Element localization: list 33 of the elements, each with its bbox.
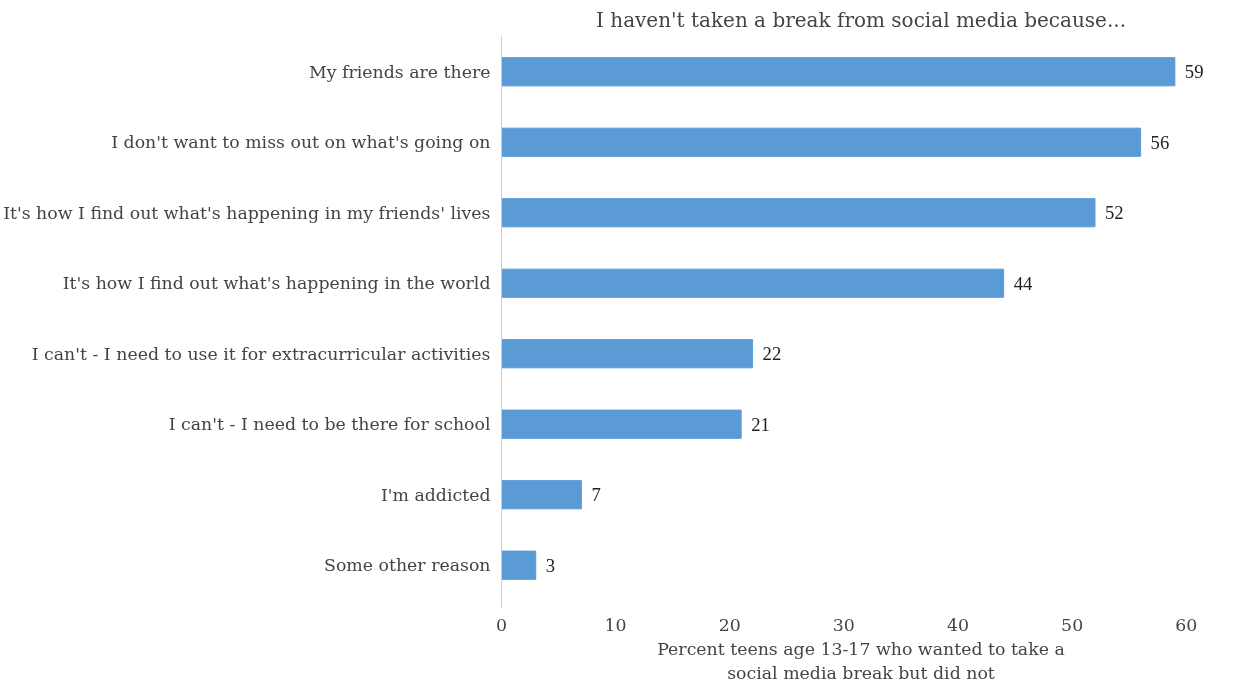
y-tick-label: It's how I find out what's happening in the world (62, 273, 491, 294)
y-tick-label: My friends are there (309, 61, 491, 82)
y-tick-label: Some other reason (324, 555, 491, 576)
bar (501, 339, 754, 369)
x-tick-label: 0 (495, 614, 508, 635)
x-tick-label: 20 (718, 614, 741, 635)
data-label: 21 (751, 413, 770, 435)
x-tick-label: 10 (604, 614, 627, 635)
y-tick-label: It's how I find out what's happening in my friends' lives (3, 202, 491, 223)
bar (501, 198, 1096, 228)
x-tick-label: 50 (1061, 614, 1084, 635)
y-tick-label: I'm addicted (380, 484, 491, 505)
bar (501, 480, 582, 510)
y-tick-label: I can't - I need to use it for extracurricular activities (31, 343, 491, 364)
chart-title: I haven't taken a break from social media because... (596, 7, 1127, 32)
bar (501, 57, 1176, 87)
x-tick-label: 30 (832, 614, 855, 635)
data-label: 59 (1184, 61, 1204, 83)
x-tick-label: 40 (946, 614, 970, 635)
bar (501, 550, 537, 580)
bar (501, 127, 1142, 157)
y-tick-label: I can't - I need to be there for school (168, 414, 491, 435)
bar (501, 409, 742, 439)
data-label: 44 (1013, 272, 1033, 294)
y-tick-label: I don't want to miss out on what's going on (111, 132, 491, 153)
data-label: 56 (1150, 131, 1170, 153)
data-label: 7 (591, 484, 601, 506)
bar (501, 268, 1005, 298)
x-axis-title: Percent teens age 13-17 who wanted to take a social media break but did not (657, 638, 1065, 683)
data-label: 52 (1104, 202, 1124, 224)
x-tick-label: 60 (1175, 614, 1198, 635)
data-label: 22 (762, 343, 782, 365)
data-label: 3 (545, 554, 556, 576)
